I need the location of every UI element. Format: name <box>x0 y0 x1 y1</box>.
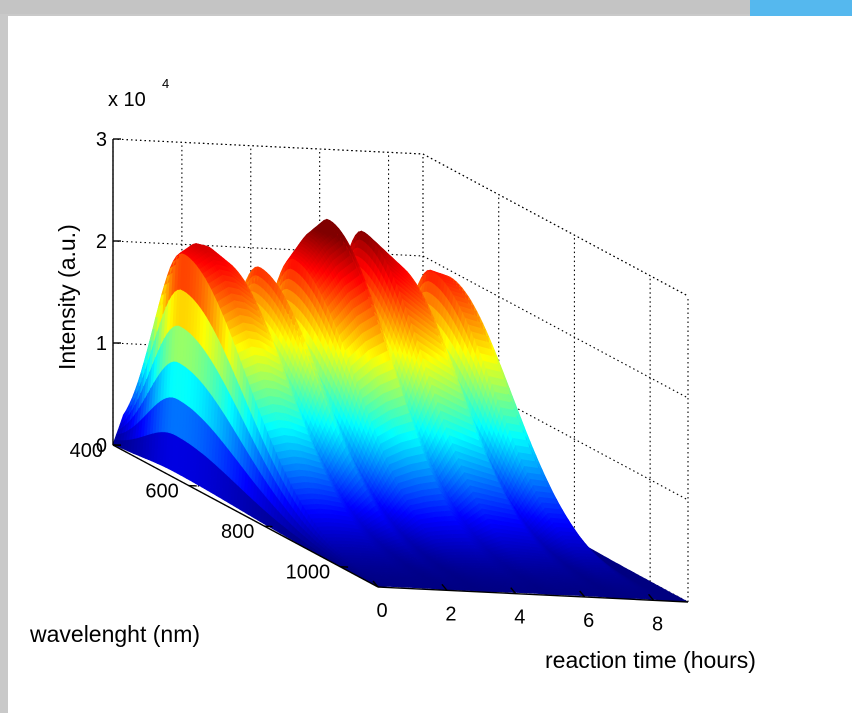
right-grid-line-z <box>422 153 689 297</box>
surface-layer <box>112 218 689 603</box>
accent-tab <box>750 0 852 16</box>
back-wall-top-edge <box>112 138 424 155</box>
window-top-band <box>0 0 852 14</box>
back-grid-line-z <box>112 138 424 155</box>
right-grid-line-z <box>422 255 689 399</box>
